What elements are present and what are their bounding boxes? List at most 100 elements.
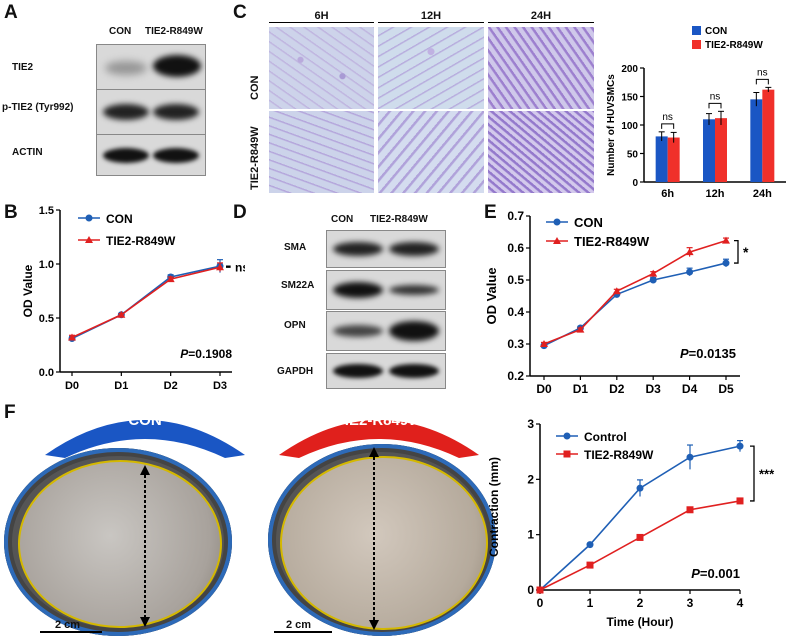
bar-tie2-r849w <box>762 89 775 182</box>
x-tick-label: 4 <box>737 596 744 610</box>
bar-tie2-r849w <box>715 118 727 182</box>
x-tick-label: 24h <box>753 188 772 200</box>
micro-row-con: CON <box>249 75 261 100</box>
panel-label-f: F <box>4 402 16 423</box>
y-tick-label: 2 <box>527 472 534 486</box>
wb-a-actin-blot <box>96 134 206 176</box>
con-gel <box>18 460 222 628</box>
legend-label: TIE2-R849W <box>584 448 654 462</box>
data-point <box>586 541 594 549</box>
series-line-0 <box>543 262 727 347</box>
data-point <box>686 453 694 461</box>
significance-bracket <box>750 445 755 502</box>
x-tick-label: D4 <box>682 382 698 396</box>
x-tick-label: D0 <box>65 380 79 392</box>
scale-bar-mut-label: 2 cm <box>286 619 312 631</box>
wb-a-col-mut: TIE2-R849W <box>145 26 203 37</box>
y-tick-label: 150 <box>621 93 638 104</box>
data-point <box>722 259 730 267</box>
micro-con-6h <box>269 27 374 109</box>
p-value-label: P=0.0135 <box>680 346 736 361</box>
y-tick-label: 0.7 <box>507 209 524 223</box>
panel-label-c: C <box>233 2 247 23</box>
significance-label: ns <box>662 112 673 123</box>
x-tick-label: 2 <box>637 596 644 610</box>
data-point <box>686 506 694 514</box>
significance-bracket <box>661 123 675 129</box>
micro-mut-6h <box>269 111 374 193</box>
x-tick-label: 3 <box>687 596 694 610</box>
p-value-label: P=0.001 <box>691 566 740 581</box>
data-point <box>216 263 224 271</box>
wb-d-row-sm22a: SM22A <box>281 280 315 291</box>
x-tick-label: 0 <box>537 596 544 610</box>
y-tick-label: 0.5 <box>507 273 524 287</box>
y-tick-label: 100 <box>621 121 638 132</box>
micro-con-24h <box>488 27 594 109</box>
mut-banner-label: TIE2-R849W <box>335 412 423 429</box>
wb-d-gapdh-blot <box>326 353 446 389</box>
significance-bracket <box>755 78 769 85</box>
wb-d-row-gapdh: GAPDH <box>277 366 314 377</box>
x-tick-label: 1 <box>587 596 594 610</box>
wb-a-col-con: CON <box>109 26 132 37</box>
wb-d-sm22a-blot <box>326 270 446 310</box>
x-tick-label: D1 <box>114 380 128 392</box>
y-tick-label: 1 <box>527 528 534 542</box>
significance-label: *** <box>759 467 775 482</box>
bar-con <box>750 99 763 182</box>
legend-label: TIE2-R849W <box>705 40 763 51</box>
diameter-arrows <box>40 447 379 633</box>
x-axis-label: Time (Hour) <box>606 615 673 629</box>
series-line-1 <box>71 266 221 339</box>
chart-c-migration-bars: 0 50 100 150 200 6h ns 12h ns 24h ns CON TIE2-R849W N… <box>606 26 786 200</box>
significance-bracket <box>734 239 739 264</box>
legend-label: CON <box>705 26 727 37</box>
data-point <box>586 561 594 569</box>
data-point <box>540 340 548 347</box>
mut-banner-arc <box>279 420 479 458</box>
data-point <box>722 236 730 244</box>
y-tick-label: 1.5 <box>39 205 54 217</box>
data-point <box>166 275 175 283</box>
p-value-symbol: P <box>691 566 700 581</box>
y-tick-label: 1.0 <box>39 259 54 271</box>
x-tick-label: 12h <box>706 188 725 200</box>
x-tick-label: D2 <box>164 380 178 392</box>
wb-a-tie2-blot <box>96 44 206 90</box>
scale-bar-con-label: 2 cm <box>55 619 81 631</box>
legend-label: TIE2-R849W <box>106 234 176 248</box>
legend-marker <box>85 236 93 243</box>
y-axis-label: Contraction (mm) <box>487 457 501 557</box>
mut-gel <box>280 456 488 630</box>
data-point <box>636 533 644 541</box>
significance-label: ns <box>235 261 245 275</box>
legend-label: CON <box>574 215 603 230</box>
con-banner-arc <box>45 420 245 458</box>
x-tick-label: D3 <box>213 380 227 392</box>
y-tick-label: 0.2 <box>507 369 524 383</box>
significance-label: ns <box>757 67 768 78</box>
micro-col-6h: 6H <box>269 10 374 23</box>
p-value-number: =0.001 <box>700 566 740 581</box>
significance-bracket <box>708 102 722 109</box>
data-point <box>68 333 76 341</box>
y-axis-label: Number of HUVSMCs <box>606 74 617 176</box>
chart-b-proliferation: 0.0 0.5 1.0 1.5 D0 D1 D2 D3 CON TIE2-R849W OD Valu… <box>21 205 245 392</box>
y-tick-label: 50 <box>627 150 639 161</box>
y-tick-label: 0 <box>527 583 534 597</box>
y-tick-label: 0.4 <box>507 305 524 319</box>
y-tick-label: 0.5 <box>39 313 54 325</box>
wb-a-row-ptie2: p-TIE2 (Tyr992) <box>2 102 74 113</box>
data-point <box>536 586 544 594</box>
wb-d-row-sma: SMA <box>284 242 307 253</box>
bar-tie2-r849w <box>667 137 680 182</box>
legend-marker <box>553 237 561 244</box>
micro-con-12h <box>378 27 484 109</box>
x-tick-label: D2 <box>609 382 625 396</box>
bar-con <box>655 136 668 182</box>
con-banner-label: CON <box>128 412 162 429</box>
chart-e-proliferation: 0.2 0.3 0.4 0.5 0.6 0.7 D0 D1 D2 D3 D4 D5 CON TIE2-R8… <box>484 209 749 396</box>
legend-marker <box>563 450 571 458</box>
x-tick-label: D5 <box>718 382 734 396</box>
